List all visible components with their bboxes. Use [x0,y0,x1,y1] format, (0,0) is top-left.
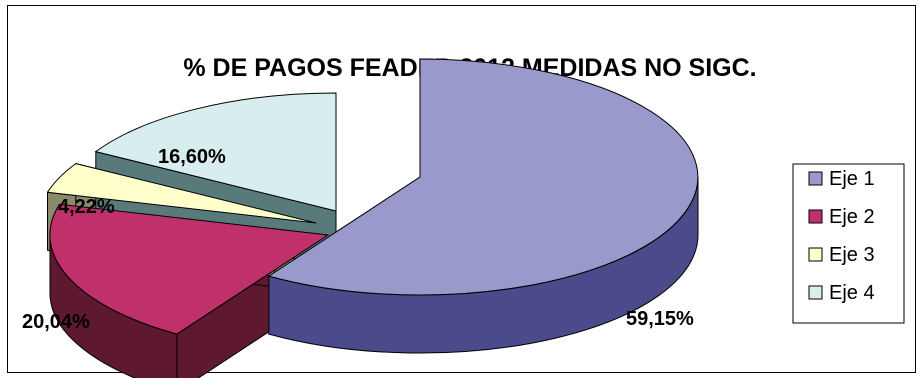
legend-label-eje-1: Eje 1 [829,168,875,190]
data-label-eje-4: 16,60% [158,146,226,168]
slice-eje-3 [46,163,317,224]
legend: Eje 1 Eje 2 Eje 3 Eje 4 [792,163,905,324]
data-label-eje-1: 59,15% [626,308,694,330]
legend-swatch-eje-2 [808,209,823,224]
legend-swatch-eje-1 [808,171,823,186]
legend-label-eje-4: Eje 4 [829,282,875,304]
pie-plot [46,58,699,378]
slice-eje-1 [267,58,699,296]
slice-eje-4 [94,92,337,212]
data-label-eje-3: 4,22% [58,196,115,218]
legend-label-eje-3: Eje 3 [829,244,875,266]
data-label-eje-2: 20,04% [22,311,90,333]
legend-swatch-eje-4 [808,285,823,300]
legend-swatch-eje-3 [808,247,823,262]
legend-label-eje-2: Eje 2 [829,206,875,228]
slice-eje-2 [49,203,330,335]
